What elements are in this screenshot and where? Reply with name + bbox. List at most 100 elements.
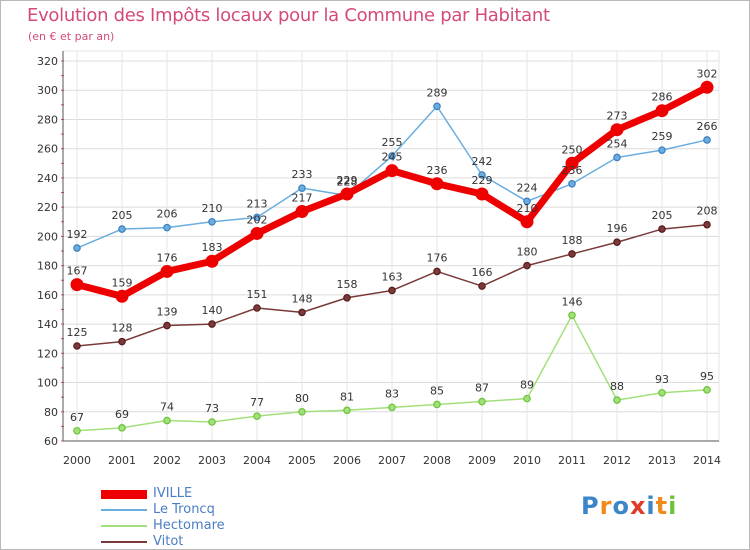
data-label-hectomare: 95 (700, 370, 714, 383)
legend-swatch-le-troncq (101, 509, 147, 511)
point-hectomare (388, 403, 396, 412)
data-label-iville: 250 (562, 143, 583, 156)
data-label-hectomare: 73 (205, 402, 219, 415)
point-vitot (208, 320, 216, 328)
legend-swatch-iville (101, 489, 147, 499)
point-iville (610, 123, 624, 137)
point-iville (430, 177, 444, 191)
x-tick-label: 2004 (243, 454, 271, 467)
point-hectomare (433, 400, 441, 409)
y-tick-label: 140 (37, 318, 58, 331)
point-le-troncq (658, 146, 666, 154)
legend-label-iville: IVILLE (153, 486, 193, 501)
legend-item-hectomare: Hectomare (101, 518, 321, 534)
point-vitot (478, 282, 486, 290)
chart-title: Evolution des Impôts locaux pour la Comm… (27, 5, 550, 26)
point-hectomare (118, 424, 126, 432)
legend: IVILLE Le Troncq Hectomare Vitot (101, 486, 321, 550)
point-le-troncq (163, 223, 171, 232)
data-label-iville: 286 (652, 91, 673, 104)
y-tick-label: 240 (37, 172, 58, 185)
point-hectomare (613, 396, 621, 404)
data-label-vitot: 166 (472, 266, 493, 279)
y-tick-label: 280 (37, 113, 58, 126)
series-layer (70, 80, 714, 435)
point-vitot (253, 304, 261, 312)
data-label-iville: 159 (112, 276, 133, 289)
x-tick-label: 2002 (153, 454, 181, 467)
point-hectomare (523, 394, 531, 403)
data-label-iville: 245 (382, 151, 403, 164)
point-iville (655, 104, 669, 118)
data-label-le-troncq: 236 (562, 164, 583, 177)
data-label-vitot: 158 (337, 278, 358, 291)
logo-letter: i (646, 492, 656, 520)
point-vitot (298, 308, 306, 317)
data-label-le-troncq: 289 (427, 86, 448, 99)
data-label-hectomare: 85 (430, 384, 444, 397)
point-hectomare (703, 386, 711, 394)
point-iville (70, 278, 84, 292)
y-tick-label: 320 (37, 55, 58, 68)
data-label-hectomare: 77 (250, 396, 264, 409)
data-label-iville: 202 (247, 213, 268, 226)
data-label-iville: 183 (202, 241, 223, 254)
data-label-vitot: 205 (652, 209, 673, 222)
point-le-troncq (703, 136, 711, 144)
data-label-le-troncq: 255 (382, 136, 403, 149)
y-tick-label: 200 (37, 230, 58, 243)
data-label-vitot: 180 (517, 246, 538, 259)
point-le-troncq (118, 225, 126, 233)
data-label-vitot: 163 (382, 270, 403, 283)
point-vitot (73, 342, 81, 350)
legend-label-le-troncq: Le Troncq (153, 502, 215, 517)
data-label-iville: 236 (427, 164, 448, 177)
y-tick-label: 160 (37, 289, 58, 302)
y-tick-label: 260 (37, 143, 58, 156)
data-label-iville: 176 (157, 251, 178, 264)
data-label-iville: 217 (292, 192, 313, 205)
data-label-iville: 302 (697, 67, 718, 80)
data-label-vitot: 176 (427, 251, 448, 264)
data-label-hectomare: 69 (115, 408, 129, 421)
data-label-vitot: 125 (67, 326, 88, 339)
point-iville (475, 187, 489, 201)
point-vitot (613, 238, 621, 247)
data-label-le-troncq: 228 (337, 175, 358, 188)
data-label-vitot: 128 (112, 322, 133, 335)
point-iville (250, 226, 264, 240)
data-label-iville: 229 (337, 174, 358, 187)
point-iville (205, 254, 219, 268)
point-iville (565, 156, 579, 170)
point-le-troncq (208, 217, 216, 226)
point-iville (700, 80, 714, 94)
point-vitot (343, 293, 351, 302)
data-label-le-troncq: 259 (652, 130, 673, 143)
point-hectomare (253, 412, 261, 420)
data-label-vitot: 196 (607, 222, 628, 235)
point-iville (385, 164, 399, 178)
point-vitot (118, 337, 126, 346)
data-label-hectomare: 81 (340, 390, 354, 403)
point-iville (115, 289, 129, 303)
point-iville (520, 215, 534, 229)
data-label-hectomare: 74 (160, 401, 174, 414)
legend-label-vitot: Vitot (153, 534, 184, 549)
point-le-troncq (433, 102, 441, 111)
axes: 60 80 100 120 140 160 180 200 220 240 260 280 300 320… (37, 51, 721, 467)
data-label-vitot: 140 (202, 304, 223, 317)
legend-swatch-vitot (101, 541, 147, 543)
logo-letter: t (655, 492, 669, 520)
data-label-hectomare: 89 (520, 379, 534, 392)
x-tick-label: 2013 (648, 454, 676, 467)
logo-letter: o (612, 492, 630, 520)
data-label-hectomare: 88 (610, 380, 624, 393)
point-vitot (388, 286, 396, 295)
data-label-le-troncq: 192 (67, 228, 88, 241)
point-le-troncq (613, 153, 621, 162)
point-iville (295, 205, 309, 219)
data-label-hectomare: 80 (295, 392, 309, 405)
y-tick-label: 220 (37, 201, 58, 214)
legend-label-hectomare: Hectomare (153, 518, 225, 533)
